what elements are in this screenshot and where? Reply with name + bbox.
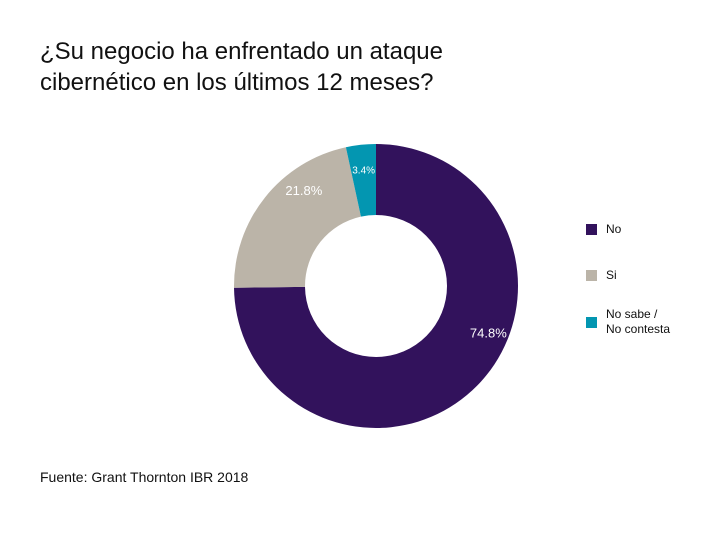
- data-label-no-sabe: 3.4%: [352, 165, 375, 176]
- legend-swatch-no: [586, 224, 597, 235]
- legend-item-si: Si: [586, 268, 617, 283]
- legend-label-no-sabe-line1: No sabe /: [606, 307, 658, 321]
- data-label-si: 21.8%: [285, 183, 322, 198]
- slice-si: [234, 147, 361, 288]
- source-note: Fuente: Grant Thornton IBR 2018: [40, 469, 249, 485]
- legend-label-no-sabe-line2: No contesta: [606, 322, 671, 336]
- legend-item-no: No: [586, 222, 621, 237]
- chart-title: ¿Su negocio ha enfrentado un ataque cibe…: [40, 38, 443, 96]
- legend-label-no-sabe: No sabe / No contesta: [606, 307, 670, 337]
- legend-item-no-sabe: No sabe / No contesta: [586, 307, 670, 337]
- legend-label-no: No: [606, 222, 622, 236]
- slice-no: [234, 144, 518, 428]
- data-label-no: 74.8%: [470, 325, 507, 340]
- legend-swatch-si: [586, 270, 597, 281]
- legend-label-si: Si: [606, 268, 617, 282]
- slice-no-sabe: [345, 144, 376, 217]
- legend-swatch-no-sabe: [586, 316, 597, 328]
